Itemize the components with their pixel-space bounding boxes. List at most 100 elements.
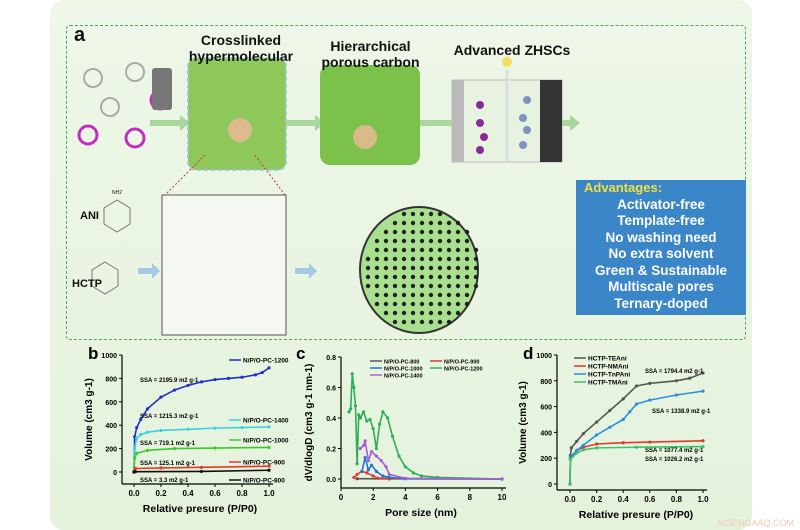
y-tick-label: 0.8 <box>326 355 336 362</box>
data-point <box>701 389 705 393</box>
x-tick-label: 4 <box>403 493 408 502</box>
data-point <box>240 375 244 379</box>
data-point <box>352 385 356 390</box>
legend-label: N/P/O-PC-900 <box>444 360 479 366</box>
series-line <box>133 426 270 473</box>
data-point <box>363 456 367 460</box>
x-tick-label: 8 <box>468 493 473 502</box>
data-point <box>674 393 679 397</box>
data-point <box>365 419 369 423</box>
data-point <box>403 465 407 469</box>
data-point <box>347 410 351 414</box>
blue-arrows <box>138 263 317 279</box>
y-tick-label: 400 <box>540 430 552 437</box>
data-point <box>360 469 364 473</box>
data-point <box>688 376 692 380</box>
data-point <box>366 468 370 472</box>
reactor-icon <box>152 68 172 110</box>
data-point <box>186 427 190 431</box>
y-tick-label: 0.4 <box>326 416 336 423</box>
data-point <box>634 384 639 388</box>
data-point <box>621 417 625 422</box>
legend-label: HCTP-TEAni <box>588 356 627 363</box>
data-point <box>634 445 639 449</box>
ssa-annotation: SSA = 719.1 m2 g-1 <box>140 441 196 447</box>
y-axis-label: Volume (cm3 g-1) <box>84 378 95 461</box>
data-point <box>648 381 652 385</box>
data-point <box>145 430 150 434</box>
data-point <box>390 434 395 438</box>
legend-label: N/P/O-PC-800 <box>243 478 285 485</box>
data-point <box>363 439 367 443</box>
data-point <box>701 439 705 443</box>
data-point <box>628 410 632 414</box>
panel-label: b <box>88 344 98 363</box>
data-point <box>381 474 385 478</box>
data-point <box>371 474 375 478</box>
panel-label: c <box>296 344 305 363</box>
data-point <box>403 476 407 480</box>
data-point <box>386 416 390 420</box>
data-point <box>145 407 150 411</box>
data-point <box>199 380 204 384</box>
hctp-label: HCTP <box>72 278 102 290</box>
x-tick-label: 0.6 <box>209 489 221 498</box>
y-tick-label: 1000 <box>536 353 552 360</box>
y-tick-label: 600 <box>105 400 117 407</box>
data-point <box>226 376 231 380</box>
data-point <box>648 440 652 444</box>
data-point <box>419 474 424 478</box>
data-point <box>595 433 599 437</box>
hctp-ring-icon <box>91 261 119 295</box>
y-tick-label: 600 <box>540 405 552 412</box>
legend-label: N/P/O-PC-800 <box>384 360 419 366</box>
data-point <box>674 379 679 383</box>
legend-label: N/P/O-PC-1000 <box>384 367 423 373</box>
x-axis-label: Relative presure (P/P0) <box>143 503 257 515</box>
data-point <box>595 420 599 424</box>
advantages-title: Advantages: <box>584 180 663 195</box>
data-point <box>353 404 358 408</box>
x-axis-label: Relative presure (P/P0) <box>579 509 693 521</box>
data-point <box>172 388 177 392</box>
data-point <box>374 469 379 473</box>
x-tick-label: 10 <box>498 493 507 502</box>
zhsc-title: Advanced ZHSCs <box>453 42 571 58</box>
panel-a-label: a <box>74 24 86 46</box>
ssa-annotation: SSA = 1338.9 m2 g-1 <box>652 409 711 415</box>
data-point <box>199 469 204 474</box>
y-tick-label: 400 <box>105 423 117 430</box>
data-point <box>139 417 143 421</box>
series-line <box>348 373 503 480</box>
legend-label: N/P/O-PC-1000 <box>243 438 289 445</box>
y-tick-label: 0.2 <box>326 447 336 454</box>
supercapacitor-image <box>451 57 563 163</box>
advantage-item: No washing need <box>605 229 717 245</box>
data-point <box>355 462 359 466</box>
data-point <box>172 447 177 451</box>
ssa-annotation: SSA = 1026.2 m2 g-1 <box>645 457 704 463</box>
panel-label: d <box>523 344 533 363</box>
x-tick-label: 0.2 <box>591 495 603 504</box>
data-point <box>384 465 388 469</box>
data-point <box>701 371 705 375</box>
data-point <box>267 366 271 370</box>
data-point <box>378 422 382 426</box>
data-point <box>595 446 599 450</box>
data-point <box>145 448 150 452</box>
data-point <box>387 475 391 480</box>
data-point <box>133 470 137 474</box>
advantage-item: Template-free <box>617 213 705 228</box>
data-point <box>374 454 379 458</box>
data-point <box>133 466 137 471</box>
data-point <box>568 457 572 462</box>
x-tick-label: 0.6 <box>644 495 656 504</box>
data-point <box>387 472 391 477</box>
data-point <box>357 413 361 417</box>
x-tick-label: 0.0 <box>564 495 576 504</box>
carbon-lattice-image <box>359 206 479 334</box>
data-point <box>349 407 353 411</box>
data-point <box>381 410 385 414</box>
advantage-item: No extra solvent <box>608 246 714 261</box>
data-point <box>397 454 401 458</box>
